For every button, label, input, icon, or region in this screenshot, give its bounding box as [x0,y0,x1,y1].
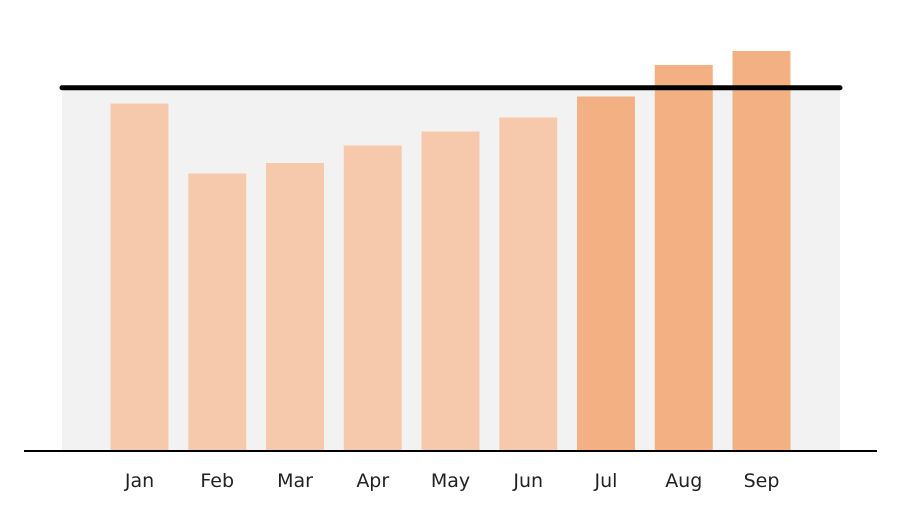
bar-feb [188,173,247,450]
x-tick-label-apr: Apr [356,470,389,492]
bar-apr [343,145,402,450]
x-tick-label-jun: Jun [512,470,543,492]
bar-sep [732,51,791,450]
x-axis-tick-labels: Jan Feb Mar Apr May Jun Jul Aug Sep [124,470,780,492]
bar-jun [499,117,558,450]
x-tick-label-aug: Aug [665,470,702,492]
x-tick-label-sep: Sep [744,470,780,492]
x-tick-label-jan: Jan [124,470,154,492]
x-tick-label-jul: Jul [594,470,618,492]
bar-jul [577,96,635,450]
bar-may [421,131,480,450]
x-tick-label-feb: Feb [200,470,234,492]
x-tick-label-may: May [431,470,470,492]
x-tick-label-mar: Mar [277,470,313,492]
bar-aug [654,65,713,450]
bar-jan [110,103,169,450]
bar-series [110,51,791,450]
bar-mar [266,163,324,450]
